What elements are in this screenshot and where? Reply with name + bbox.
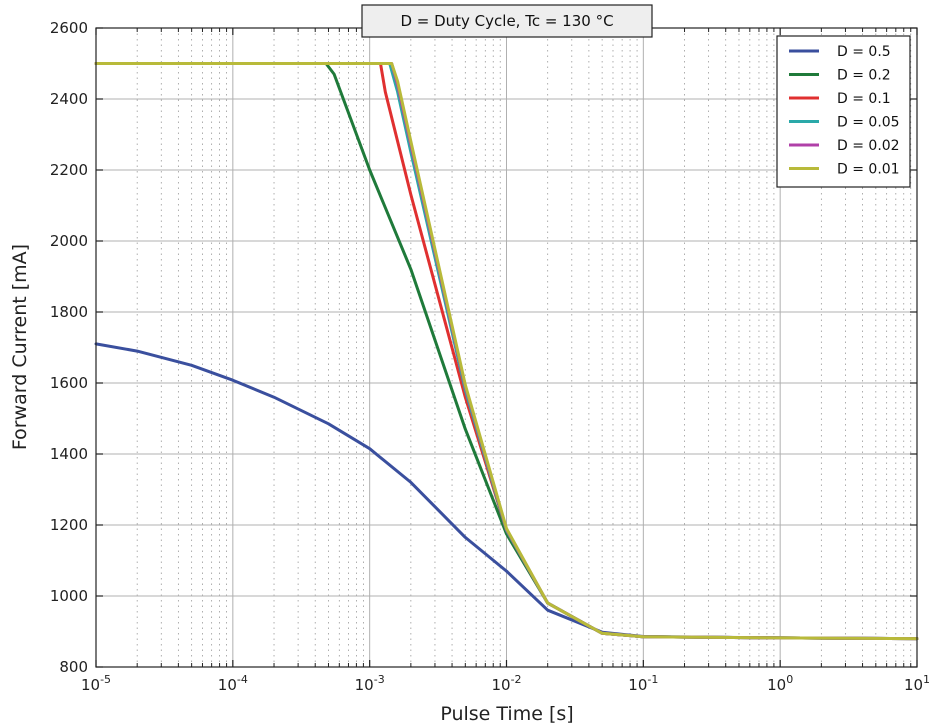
y-tick-label: 2400 [50, 90, 88, 108]
title-box-frame [361, 4, 653, 38]
title-box: D = Duty Cycle, Tc = 130 °C [361, 4, 653, 38]
y-tick-label: 1000 [50, 587, 88, 605]
x-tick-label: 10-3 [355, 673, 385, 694]
chart-title: D = Duty Cycle, Tc = 130 °C [400, 12, 613, 30]
legend-box [776, 35, 911, 188]
y-tick-label: 1200 [50, 516, 88, 534]
x-tick-label: 10-2 [491, 673, 521, 694]
x-axis-label: Pulse Time [s] [440, 703, 573, 725]
legend-label: D = 0.02 [837, 138, 900, 154]
legend-label: D = 0.1 [837, 91, 891, 107]
y-tick-label: 2200 [50, 161, 88, 179]
y-tick-label: 1800 [50, 303, 88, 321]
y-tick-label: 2000 [50, 232, 88, 250]
legend-label: D = 0.5 [837, 44, 891, 60]
legend-label: D = 0.2 [837, 68, 891, 84]
axis-ticks: 10-5 10-4 10-3 10-2 10-1 100 101 800 1000 1200 140… [50, 19, 930, 694]
x-tick-label: 101 [904, 673, 930, 694]
y-tick-label: 1400 [50, 445, 88, 463]
x-tick-label: 10-5 [81, 673, 111, 694]
x-tick-label: 100 [767, 673, 793, 694]
y-axis-label: Forward Current [mA] [9, 244, 31, 450]
legend-label: D = 0.05 [837, 115, 900, 131]
series-lines [94, 62, 919, 641]
y-tick-label: 2600 [50, 19, 88, 37]
y-tick-label: 1600 [50, 374, 88, 392]
legend-label: D = 0.01 [837, 162, 900, 178]
legend: D = 0.5 D = 0.2 D = 0.1 D = 0.05 D = 0.02 D =… [776, 35, 911, 188]
grid [95, 27, 918, 668]
y-tick-label: 800 [59, 658, 88, 676]
x-tick-label: 10-1 [628, 673, 658, 694]
x-tick-label: 10-4 [218, 673, 248, 694]
series-line [94, 62, 919, 641]
